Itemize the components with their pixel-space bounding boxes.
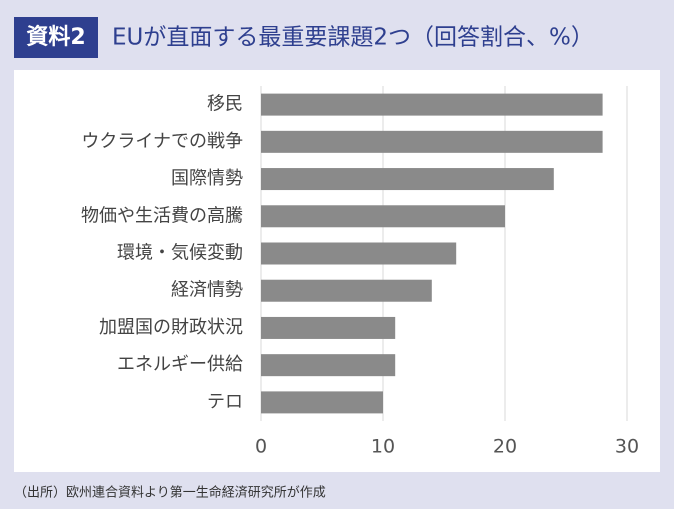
source-note: （出所）欧州連合資料より第一生命経済研究所が作成 (14, 485, 326, 501)
bar (261, 316, 396, 339)
y-tick-label: ウクライナでの戦争 (81, 131, 243, 152)
bar (261, 279, 432, 302)
bar (261, 391, 383, 414)
y-tick-label: 物価や生活費の高騰 (81, 205, 243, 226)
bar (261, 130, 603, 153)
y-tick-label: 加盟国の財政状況 (99, 317, 243, 338)
x-tick-label: 0 (255, 436, 267, 458)
x-tick-label: 30 (615, 436, 639, 458)
badge-box (14, 17, 98, 58)
y-tick-label: 国際情勢 (171, 168, 243, 189)
bar (261, 168, 554, 191)
y-tick-label: テロ (207, 391, 243, 412)
bar (261, 93, 603, 116)
x-tick-label: 10 (371, 436, 395, 458)
bar (261, 242, 457, 265)
badge: 資料2 (26, 24, 85, 50)
x-tick-label: 20 (493, 436, 517, 458)
y-tick-label: 環境・気候変動 (117, 243, 243, 264)
chart-title: EUが直面する最重要課題2つ（回答割合、%） (112, 25, 594, 51)
y-tick-label: 経済情勢 (171, 280, 243, 301)
bar (261, 354, 396, 377)
y-tick-label: エネルギー供給 (117, 354, 243, 375)
y-tick-label: 移民 (207, 94, 243, 115)
bar (261, 205, 505, 228)
